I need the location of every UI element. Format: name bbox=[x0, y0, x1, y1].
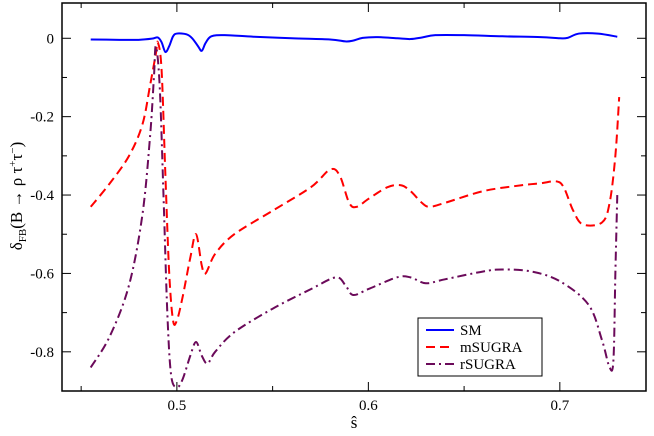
y-axis-title: δFB(B → ρ τ+τ−) bbox=[7, 142, 29, 251]
series-layer bbox=[89, 32, 621, 389]
plot-frame bbox=[61, 2, 647, 392]
y-tick-label: -0.8 bbox=[30, 345, 54, 361]
series-line-rsugra bbox=[89, 45, 619, 389]
legend-label-sm: SM bbox=[460, 323, 482, 339]
legend-label-msugra: mSUGRA bbox=[460, 340, 523, 356]
x-tick-label: 0.5 bbox=[168, 398, 187, 414]
y-tick-label: -0.4 bbox=[30, 188, 54, 204]
series-line-msugra bbox=[89, 40, 621, 326]
axes-layer: 0.5 0.6 0.7 0 -0.2 -0.4 -0.6 -0.8 bbox=[30, 3, 646, 414]
legend-label-rsugra: rSUGRA bbox=[460, 357, 516, 373]
x-axis-title: ŝ bbox=[351, 413, 358, 432]
y-tick-label: -0.2 bbox=[30, 110, 54, 126]
series-line-sm bbox=[90, 32, 618, 54]
x-tick-label: 0.6 bbox=[359, 398, 378, 414]
x-tick-label: 0.7 bbox=[550, 398, 569, 414]
legend-box bbox=[417, 317, 543, 377]
y-tick-label: -0.6 bbox=[30, 266, 54, 282]
y-tick-label: 0 bbox=[47, 31, 55, 47]
